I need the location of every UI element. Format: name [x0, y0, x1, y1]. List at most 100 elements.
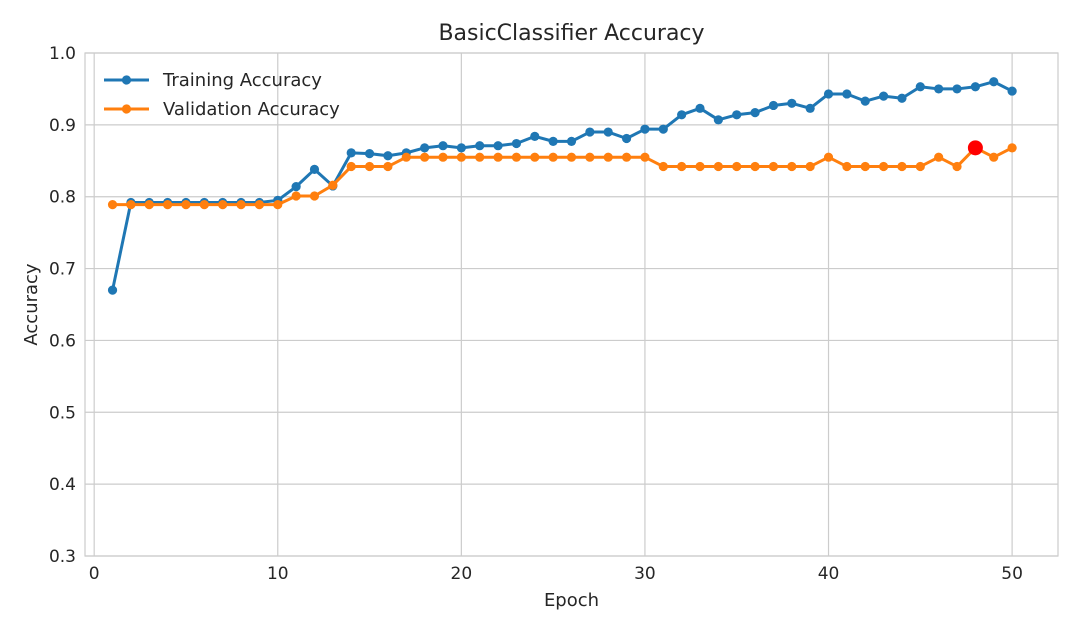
data-point — [199, 200, 209, 210]
legend-marker — [121, 104, 132, 114]
data-point — [383, 151, 393, 161]
chart-title: BasicClassifier Accuracy — [438, 21, 704, 46]
y-tick-label: 0.5 — [49, 403, 76, 423]
data-point — [511, 138, 522, 149]
data-point — [860, 161, 870, 172]
y-axis-label: Accuracy — [21, 263, 42, 346]
data-point — [934, 152, 944, 162]
data-point — [823, 89, 834, 99]
data-point — [878, 161, 889, 172]
data-point — [952, 161, 962, 172]
data-point — [438, 141, 448, 151]
data-point — [732, 110, 742, 120]
data-point — [401, 152, 411, 162]
data-point — [273, 200, 283, 210]
data-point — [768, 100, 779, 111]
best-point-marker — [967, 140, 983, 156]
data-point — [658, 124, 668, 134]
y-tick-label: 0.9 — [49, 116, 76, 136]
data-point — [309, 191, 320, 201]
data-point — [493, 152, 503, 162]
data-point — [291, 182, 301, 192]
data-point — [346, 148, 356, 158]
series-lines — [107, 77, 1017, 295]
data-point — [420, 152, 430, 162]
data-point — [420, 143, 430, 153]
data-point — [860, 96, 870, 106]
data-point — [566, 152, 577, 162]
data-point — [107, 285, 118, 295]
data-point — [364, 149, 375, 159]
data-point — [181, 200, 191, 210]
data-point — [493, 141, 503, 151]
legend-marker — [121, 75, 132, 85]
x-axis-ticks: 0 10 20 30 40 50 — [89, 564, 1023, 584]
data-point — [732, 161, 742, 172]
y-tick-label: 0.7 — [49, 260, 76, 280]
data-point — [640, 152, 650, 162]
data-point — [1007, 86, 1017, 96]
data-point — [750, 161, 760, 172]
data-point — [750, 108, 760, 118]
data-point — [713, 161, 723, 172]
data-point — [713, 115, 723, 125]
plot-frame — [84, 52, 1059, 557]
data-point — [915, 161, 925, 172]
data-point — [934, 84, 944, 94]
legend-label: Validation Accuracy — [163, 99, 340, 120]
data-point — [658, 161, 668, 172]
data-point — [144, 200, 154, 210]
x-tick-label: 50 — [1001, 564, 1023, 584]
legend: Training Accuracy Validation Accuracy — [104, 70, 340, 120]
data-point — [236, 200, 246, 210]
y-axis-ticks: 0.3 0.4 0.5 0.6 0.7 0.8 0.9 1.0 — [49, 44, 76, 567]
data-point — [475, 152, 485, 162]
data-point — [530, 131, 540, 141]
data-point — [603, 152, 613, 162]
data-point — [456, 143, 466, 153]
data-point — [291, 191, 301, 201]
data-point — [548, 152, 558, 162]
data-point — [328, 180, 338, 190]
data-point — [915, 82, 925, 92]
data-point — [126, 200, 136, 210]
data-point — [585, 152, 595, 162]
data-point — [640, 124, 650, 134]
data-point — [218, 200, 228, 210]
data-point — [897, 161, 907, 172]
data-point — [511, 152, 522, 162]
data-point — [695, 161, 705, 172]
data-point — [621, 152, 632, 162]
data-point — [805, 161, 815, 172]
data-point — [787, 98, 797, 108]
data-point — [309, 164, 320, 175]
data-point — [163, 200, 173, 210]
data-point — [823, 152, 834, 162]
data-point — [878, 91, 889, 101]
y-tick-label: 0.8 — [49, 188, 76, 208]
data-point — [346, 161, 356, 172]
data-point — [621, 133, 632, 144]
x-tick-label: 10 — [267, 564, 289, 584]
data-point — [842, 161, 852, 172]
data-point — [805, 103, 815, 113]
x-tick-label: 0 — [89, 564, 100, 584]
data-point — [989, 77, 999, 87]
data-point — [897, 93, 907, 103]
data-point — [787, 161, 797, 172]
data-point — [530, 152, 540, 162]
data-point — [456, 152, 466, 162]
data-point — [566, 136, 577, 146]
y-tick-label: 0.3 — [49, 547, 76, 567]
data-point — [603, 127, 613, 137]
data-point — [548, 136, 558, 146]
x-axis-label: Epoch — [544, 590, 599, 611]
data-point — [695, 103, 705, 113]
legend-label: Training Accuracy — [162, 70, 322, 91]
highlight-marker — [967, 140, 983, 156]
y-tick-label: 0.4 — [49, 475, 76, 495]
data-point — [254, 200, 265, 210]
x-tick-label: 40 — [818, 564, 840, 584]
x-tick-label: 30 — [634, 564, 656, 584]
